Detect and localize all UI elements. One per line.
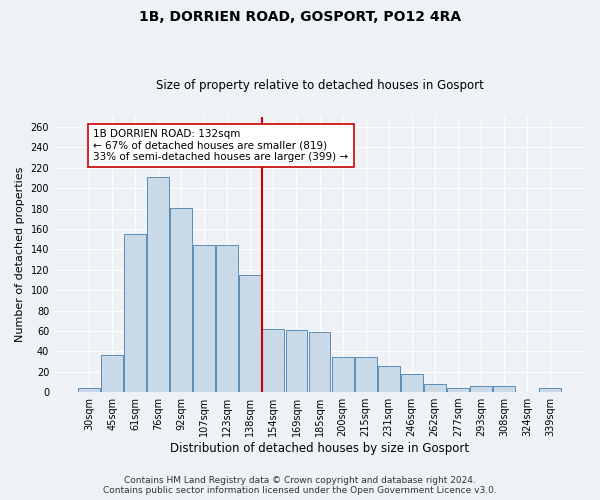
Bar — [147, 177, 169, 392]
X-axis label: Distribution of detached houses by size in Gosport: Distribution of detached houses by size … — [170, 442, 469, 455]
Bar — [539, 388, 561, 392]
Text: 1B, DORRIEN ROAD, GOSPORT, PO12 4RA: 1B, DORRIEN ROAD, GOSPORT, PO12 4RA — [139, 10, 461, 24]
Text: Contains HM Land Registry data © Crown copyright and database right 2024.
Contai: Contains HM Land Registry data © Crown c… — [103, 476, 497, 495]
Title: Size of property relative to detached houses in Gosport: Size of property relative to detached ho… — [155, 79, 484, 92]
Bar — [286, 330, 307, 392]
Bar — [239, 275, 262, 392]
Bar — [78, 388, 100, 392]
Bar — [170, 208, 192, 392]
Bar — [377, 366, 400, 392]
Bar — [401, 374, 422, 392]
Bar — [332, 358, 353, 392]
Y-axis label: Number of detached properties: Number of detached properties — [15, 166, 25, 342]
Bar — [262, 329, 284, 392]
Bar — [493, 386, 515, 392]
Bar — [101, 356, 123, 392]
Bar — [470, 386, 492, 392]
Bar — [217, 246, 238, 392]
Bar — [355, 358, 377, 392]
Text: 1B DORRIEN ROAD: 132sqm
← 67% of detached houses are smaller (819)
33% of semi-d: 1B DORRIEN ROAD: 132sqm ← 67% of detache… — [93, 129, 349, 162]
Bar — [308, 332, 331, 392]
Bar — [424, 384, 446, 392]
Bar — [193, 246, 215, 392]
Bar — [447, 388, 469, 392]
Bar — [124, 234, 146, 392]
